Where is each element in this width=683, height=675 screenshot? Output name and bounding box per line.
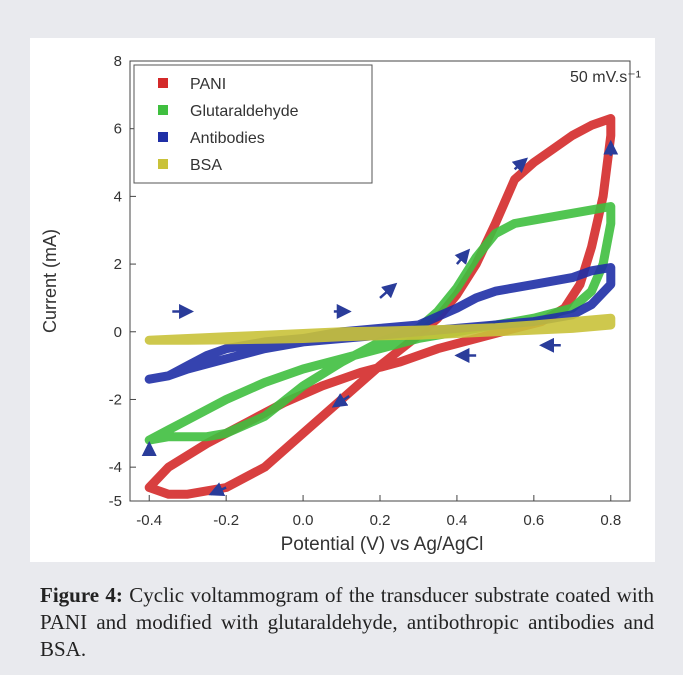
scan-direction-arrow — [379, 282, 398, 299]
x-tick-label: 0.0 — [293, 512, 314, 529]
legend-label-bsa: BSA — [190, 157, 222, 174]
y-tick-label: 0 — [114, 324, 122, 341]
x-tick-label: 0.6 — [523, 512, 544, 529]
series-line-bsa — [144, 313, 616, 345]
scan-direction-arrow — [331, 393, 350, 408]
scan-rate-annotation: 50 mV.s⁻¹ — [570, 69, 641, 86]
y-tick-label: -4 — [109, 459, 122, 476]
legend-box — [133, 64, 373, 184]
y-tick-label: -2 — [109, 391, 122, 408]
x-tick-label: 0.2 — [370, 512, 391, 529]
y-tick-label: -5 — [109, 493, 122, 510]
legend-swatch-glutaraldehyde — [158, 105, 168, 115]
caption-label: Figure 4: — [40, 583, 123, 607]
y-tick-label: 4 — [114, 188, 122, 205]
legend-swatch-pani — [158, 78, 168, 88]
y-tick-label: 8 — [114, 53, 122, 70]
figure-image: -0.4 -0.2 0.0 0.2 0.4 0.6 0.8 -5 -4 -2 0 2 4 6 8 PANI G… — [30, 38, 655, 562]
scan-direction-arrow — [454, 248, 471, 265]
legend-label-glutaraldehyde: Glutaraldehyde — [190, 103, 299, 120]
x-tick-label: 0.8 — [600, 512, 621, 529]
x-tick-label: -0.4 — [136, 512, 162, 529]
legend: PANI Glutaraldehyde Antibodies BSA — [133, 64, 373, 184]
x-tick-label: 0.4 — [446, 512, 467, 529]
legend-swatch-bsa — [158, 159, 168, 169]
scan-direction-arrow — [511, 157, 529, 174]
y-tick-label: 6 — [114, 121, 122, 138]
y-tick-label: 2 — [114, 256, 122, 273]
series-line-glutaraldehyde — [144, 202, 616, 445]
cyclic-voltammogram-chart: -0.4 -0.2 0.0 0.2 0.4 0.6 0.8 -5 -4 -2 0 2 4 6 8 PANI G… — [40, 53, 641, 555]
x-tick-label: -0.2 — [213, 512, 239, 529]
scan-direction-arrow — [208, 482, 227, 497]
y-axis-label: Current (mA) — [40, 229, 60, 333]
legend-label-pani: PANI — [190, 76, 226, 93]
caption-text: Cyclic voltammogram of the transducer su… — [40, 583, 654, 661]
legend-label-antibodies: Antibodies — [190, 130, 265, 147]
figure-caption: Figure 4: Cyclic voltammogram of the tra… — [40, 582, 654, 663]
x-axis-label: Potential (V) vs Ag/AgCl — [281, 534, 484, 555]
legend-swatch-antibodies — [158, 132, 168, 142]
